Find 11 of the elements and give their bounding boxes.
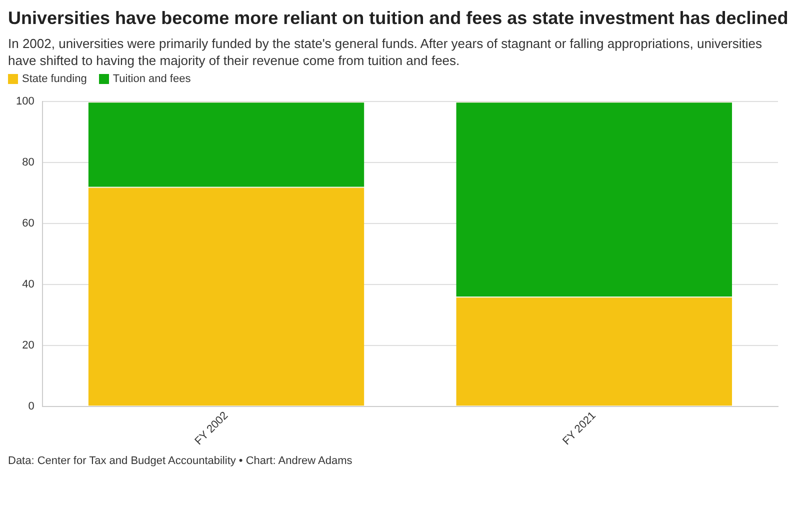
y-tick-label: 100 [16,96,34,108]
chart-title: Universities have become more reliant on tuition and fees as state investment has declined [8,8,790,29]
legend-label: Tuition and fees [112,73,191,85]
chart-subtitle: In 2002, universities were primarily funded by the state's general funds. After years of stagnant or falling appropriations, universities have shifted to having the majority of their revenue come from tuition and fees. [8,35,763,69]
y-tick-label: 20 [22,339,34,352]
legend-label: State funding [22,73,87,85]
y-tick-label: 80 [22,156,34,169]
y-tick-label: 60 [22,217,34,230]
text: Data: Center for Tax and Budget Accountability • Chart: Andrew Adams [8,455,354,467]
y-tick-label: 0 [28,400,34,412]
y-tick-label: 40 [22,278,34,290]
